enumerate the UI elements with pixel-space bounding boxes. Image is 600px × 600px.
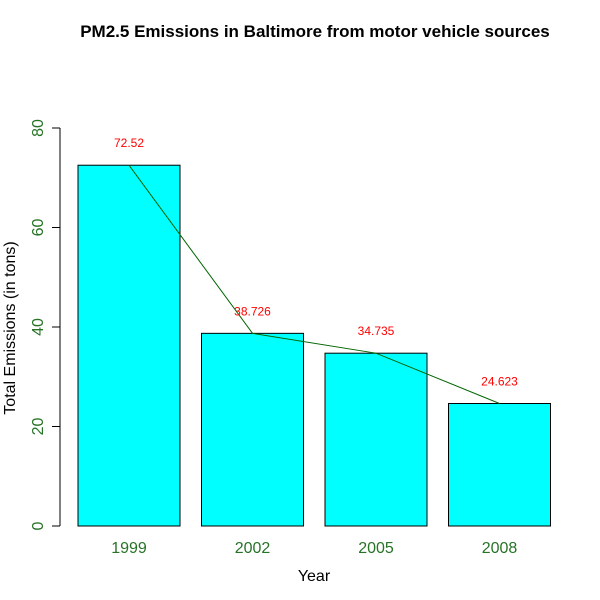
bar-2008 [448,403,551,527]
x-axis-title: Year [298,568,331,585]
y-tick-label: 60 [30,219,47,237]
trend-line-path [128,164,500,404]
y-axis: 0 20 40 60 80 [30,119,61,530]
y-tick-label: 0 [30,521,47,530]
y-tick-label: 20 [30,418,47,436]
data-label-2002: 38.726 [234,304,271,318]
x-tick-label: 2008 [482,540,518,557]
data-label-1999: 72.52 [114,136,144,150]
y-axis-title: Total Emissions (in tons) [2,241,19,414]
chart-title: PM2.5 Emissions in Baltimore from motor … [80,22,550,41]
data-label-2005: 34.735 [358,324,395,338]
x-tick-labels: 1999 2002 2005 2008 [111,540,517,557]
bar-2002 [201,332,304,527]
bar-series [77,164,551,527]
trend-line [128,164,500,404]
x-tick-label: 2005 [358,540,394,557]
bar-1999 [77,164,181,527]
y-tick-label: 80 [30,119,47,137]
x-tick-label: 1999 [111,540,147,557]
data-labels: 72.52 38.726 34.735 24.623 [114,136,518,388]
y-tick-label: 40 [30,318,47,336]
x-tick-label: 2002 [235,540,271,557]
data-label-2008: 24.623 [481,375,518,389]
bar-2005 [324,352,428,527]
